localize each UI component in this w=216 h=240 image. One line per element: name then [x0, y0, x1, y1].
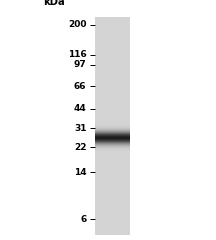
Bar [95, 145, 130, 146]
Bar [95, 142, 130, 143]
Bar [95, 143, 130, 144]
Bar [95, 131, 130, 132]
Text: 66: 66 [74, 82, 86, 91]
Bar [95, 130, 130, 131]
Text: 31: 31 [74, 124, 86, 132]
Bar [95, 150, 130, 151]
Text: 14: 14 [74, 168, 86, 177]
Bar [95, 127, 130, 128]
Bar [95, 125, 130, 126]
Text: 44: 44 [74, 104, 86, 113]
Bar [95, 132, 130, 133]
Text: 6: 6 [80, 215, 86, 224]
Text: kDa: kDa [43, 0, 65, 7]
Bar [95, 128, 130, 129]
Bar [95, 146, 130, 147]
Bar [95, 17, 130, 235]
Bar [95, 140, 130, 141]
Bar [95, 124, 130, 125]
Bar [95, 144, 130, 145]
Bar [95, 129, 130, 130]
Bar [95, 139, 130, 140]
Text: 200: 200 [68, 20, 86, 29]
Bar [95, 133, 130, 134]
Bar [95, 136, 130, 137]
Text: 116: 116 [68, 50, 86, 59]
Text: 97: 97 [74, 60, 86, 69]
Bar [95, 138, 130, 139]
Text: 22: 22 [74, 143, 86, 152]
Bar [95, 149, 130, 150]
Bar [95, 135, 130, 136]
Bar [95, 147, 130, 148]
Bar [95, 134, 130, 135]
Bar [95, 141, 130, 142]
Bar [95, 126, 130, 127]
Bar [95, 137, 130, 138]
Bar [95, 148, 130, 149]
